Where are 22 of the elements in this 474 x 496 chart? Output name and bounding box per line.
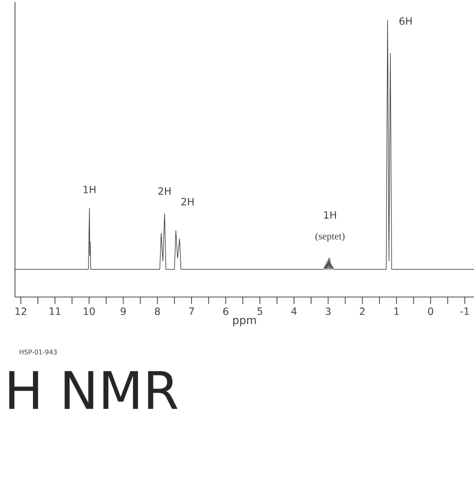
annotation: 2H [158,187,171,195]
x-tick-label: 8 [154,308,160,316]
x-tick-label: 3 [326,308,331,316]
x-tick-label: 10 [84,308,95,316]
x-tick-label: 5 [257,308,262,315]
annotation: 1H [324,211,336,219]
x-tick-label: 1 [394,308,399,315]
x-tick-label: -1 [460,308,469,315]
x-tick-label: 6 [223,308,228,316]
x-tick-label: 11 [50,308,60,315]
annotation: (septet) [316,232,344,242]
x-tick-label: 7 [189,308,194,315]
x-tick-label: 9 [120,308,126,316]
x-tick-label: 12 [16,308,26,315]
x-tick-label: 0 [428,308,434,316]
annotation: 6H [399,17,412,25]
x-tick-label: 4 [291,308,297,315]
x-tick-label: 2 [360,308,364,315]
x-axis-title: ppm [233,318,256,326]
annotation: 2H [181,198,194,206]
text: H NMR [9,371,178,409]
annotation: 1H [84,186,96,194]
